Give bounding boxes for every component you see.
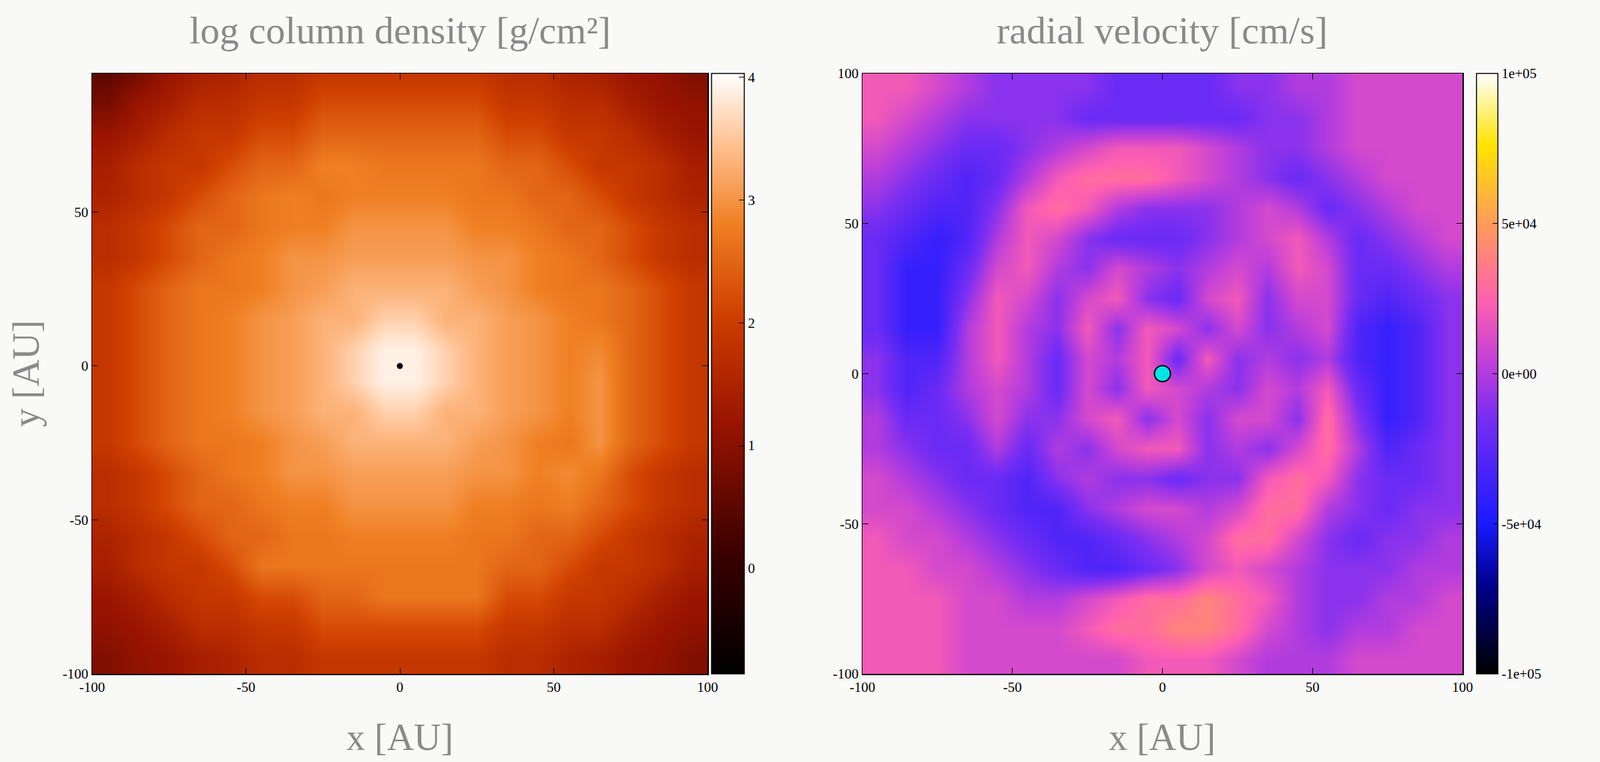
svg-text:-1e+05: -1e+05 — [1501, 665, 1542, 682]
svg-text:100: 100 — [1451, 678, 1474, 695]
svg-text:0: 0 — [396, 678, 404, 695]
svg-text:-100: -100 — [79, 678, 106, 695]
svg-text:0: 0 — [747, 560, 755, 577]
svg-text:50: 50 — [546, 678, 561, 695]
svg-text:-50: -50 — [1003, 678, 1022, 695]
svg-text:-5e+04: -5e+04 — [1501, 515, 1542, 532]
svg-text:x [AU]: x [AU] — [346, 716, 454, 758]
svg-text:2: 2 — [747, 315, 755, 332]
svg-text:3: 3 — [747, 192, 755, 209]
svg-text:0: 0 — [81, 357, 89, 374]
svg-text:50: 50 — [844, 215, 859, 232]
svg-text:0: 0 — [851, 365, 860, 382]
svg-text:50: 50 — [1305, 678, 1320, 695]
svg-text:y [AU]: y [AU] — [5, 319, 47, 427]
svg-text:1: 1 — [747, 437, 755, 454]
svg-text:-100: -100 — [62, 665, 89, 682]
svg-text:0e+00: 0e+00 — [1501, 365, 1537, 382]
svg-text:log column density [g/cm²]: log column density [g/cm²] — [189, 8, 611, 53]
svg-text:4: 4 — [747, 69, 755, 86]
svg-text:-100: -100 — [849, 678, 876, 695]
svg-text:5e+04: 5e+04 — [1501, 215, 1537, 232]
svg-text:-100: -100 — [833, 665, 860, 682]
svg-text:100: 100 — [696, 678, 719, 695]
svg-text:100: 100 — [837, 65, 860, 82]
svg-text:-50: -50 — [839, 515, 859, 532]
svg-text:x [AU]: x [AU] — [1108, 716, 1216, 758]
svg-text:50: 50 — [74, 204, 89, 221]
svg-text:1e+05: 1e+05 — [1501, 65, 1537, 82]
svg-text:radial velocity [cm/s]: radial velocity [cm/s] — [996, 8, 1328, 53]
svg-text:-50: -50 — [69, 511, 89, 528]
svg-text:0: 0 — [1158, 678, 1167, 695]
svg-text:-50: -50 — [236, 678, 256, 695]
